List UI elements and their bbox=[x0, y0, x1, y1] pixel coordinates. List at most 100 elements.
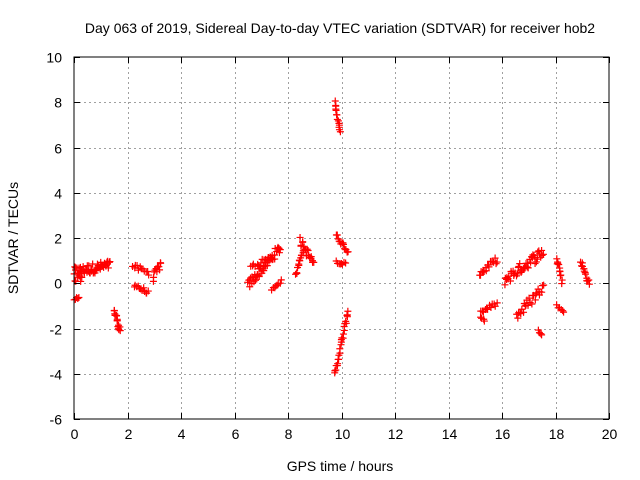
data-point bbox=[131, 281, 139, 289]
data-point bbox=[145, 271, 153, 279]
data-point bbox=[292, 270, 300, 278]
data-point bbox=[557, 271, 565, 279]
y-tick-label: 0 bbox=[54, 276, 62, 292]
data-point bbox=[344, 248, 352, 256]
data-point bbox=[514, 314, 522, 322]
y-tick-label: -6 bbox=[50, 412, 63, 428]
data-point bbox=[276, 279, 284, 287]
data-point bbox=[333, 231, 341, 239]
data-point bbox=[516, 260, 524, 268]
data-point bbox=[493, 299, 501, 307]
data-point bbox=[275, 249, 283, 257]
data-point bbox=[254, 271, 262, 279]
data-point bbox=[538, 331, 546, 339]
data-point bbox=[525, 294, 533, 302]
data-point bbox=[506, 277, 514, 285]
data-point bbox=[299, 238, 307, 246]
data-point bbox=[263, 259, 271, 267]
x-tick-label: 0 bbox=[71, 426, 79, 442]
x-tick-label: 10 bbox=[335, 426, 351, 442]
data-point bbox=[520, 308, 528, 316]
x-tick-label: 2 bbox=[125, 426, 133, 442]
y-tick-label: 2 bbox=[54, 231, 62, 247]
x-axis-label: GPS time / hours bbox=[287, 458, 394, 474]
data-point bbox=[78, 273, 86, 281]
data-point bbox=[339, 330, 347, 338]
data-point bbox=[342, 319, 350, 327]
data-point bbox=[268, 256, 276, 264]
data-point bbox=[156, 266, 164, 274]
data-point bbox=[104, 264, 112, 272]
data-point bbox=[336, 128, 344, 136]
data-point bbox=[491, 254, 499, 262]
x-tick-label: 16 bbox=[495, 426, 511, 442]
data-point bbox=[531, 296, 539, 304]
data-point bbox=[527, 258, 535, 266]
data-point bbox=[156, 259, 164, 267]
data-point bbox=[113, 315, 121, 323]
data-point bbox=[303, 245, 311, 253]
data-point bbox=[295, 260, 303, 268]
data-point bbox=[478, 268, 486, 276]
data-point bbox=[513, 270, 521, 278]
data-point bbox=[252, 276, 260, 284]
data-point bbox=[559, 307, 567, 315]
data-point bbox=[133, 262, 141, 270]
data-point bbox=[517, 268, 525, 276]
data-point bbox=[554, 259, 562, 267]
data-point bbox=[585, 280, 593, 288]
data-point bbox=[112, 312, 120, 320]
y-tick-label: -4 bbox=[50, 367, 63, 383]
x-tick-label: 12 bbox=[388, 426, 404, 442]
data-point bbox=[538, 288, 546, 296]
data-point bbox=[144, 267, 152, 275]
data-point bbox=[582, 270, 590, 278]
data-point bbox=[524, 264, 532, 272]
data-point bbox=[539, 250, 547, 258]
data-point bbox=[555, 261, 563, 269]
y-tick-label: 8 bbox=[54, 95, 62, 111]
y-tick-label: 4 bbox=[54, 186, 62, 202]
y-tick-label: 6 bbox=[54, 141, 62, 157]
x-tick-label: 6 bbox=[232, 426, 240, 442]
data-point bbox=[485, 263, 493, 271]
data-point bbox=[492, 260, 500, 268]
data-point bbox=[344, 307, 352, 315]
data-point bbox=[537, 330, 545, 338]
data-point bbox=[297, 242, 305, 250]
data-point bbox=[518, 305, 526, 313]
x-tick-label: 8 bbox=[285, 426, 293, 442]
data-point bbox=[260, 267, 268, 275]
data-point bbox=[560, 308, 568, 316]
data-point bbox=[558, 280, 566, 288]
data-point bbox=[584, 277, 592, 285]
data-point bbox=[106, 258, 114, 266]
data-point bbox=[487, 303, 495, 311]
data-point bbox=[257, 259, 265, 267]
data-point bbox=[267, 254, 275, 262]
data-point bbox=[75, 293, 83, 301]
x-tick-label: 14 bbox=[442, 426, 458, 442]
data-point bbox=[307, 253, 315, 261]
data-point bbox=[331, 367, 339, 375]
data-point bbox=[585, 276, 593, 284]
y-tick-label: 10 bbox=[46, 50, 62, 66]
data-point bbox=[528, 300, 536, 308]
data-point bbox=[480, 317, 488, 325]
data-point bbox=[493, 258, 501, 266]
data-point bbox=[276, 246, 284, 254]
data-point bbox=[116, 327, 124, 335]
data-point bbox=[74, 295, 82, 303]
data-point bbox=[77, 277, 85, 285]
data-point bbox=[342, 259, 350, 267]
data-point bbox=[538, 251, 546, 259]
data-point bbox=[137, 285, 145, 293]
data-point bbox=[293, 269, 301, 277]
data-point bbox=[277, 276, 285, 284]
data-point bbox=[531, 260, 539, 268]
data-point bbox=[85, 262, 93, 270]
data-point bbox=[482, 267, 490, 275]
data-point bbox=[333, 115, 341, 123]
data-point bbox=[501, 281, 509, 289]
